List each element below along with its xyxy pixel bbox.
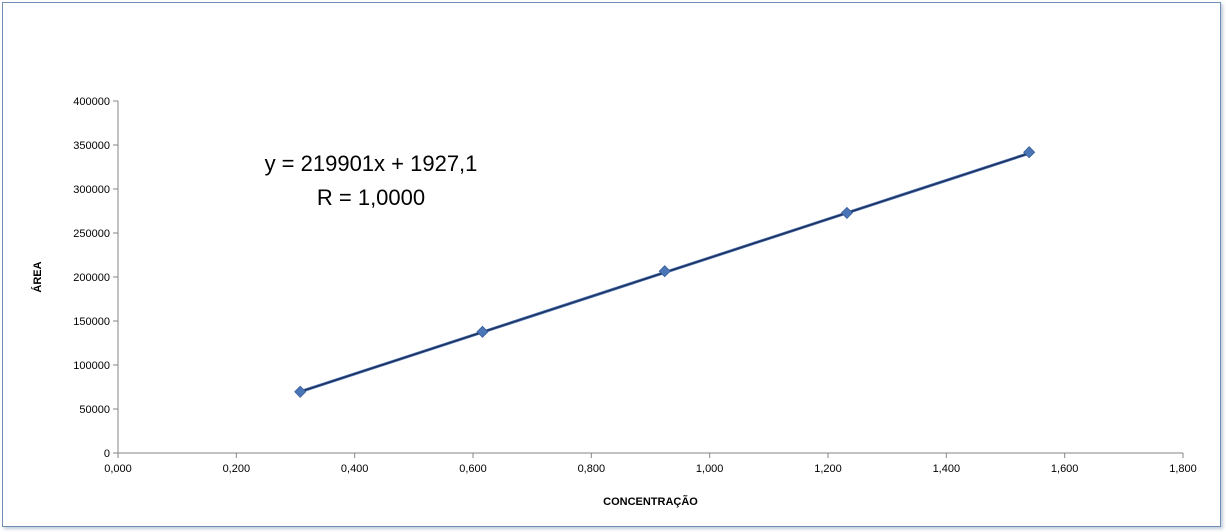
x-tick-label: 0,000 (104, 463, 132, 475)
x-axis-ticks: 0,000 0,200 0,400 0,600 0,800 1,000 1,200 1,400… (104, 453, 1197, 475)
y-tick-label: 200000 (73, 272, 110, 284)
x-tick-label: 1,400 (933, 463, 961, 475)
y-tick-label: 150000 (73, 316, 110, 328)
y-axis-ticks: 0 50000 100000 150000 200000 250000 300000 3500… (73, 96, 118, 460)
x-axis-title: CONCENTRAÇÃO (603, 495, 698, 508)
data-point-marker (295, 386, 306, 397)
trendline-equation: y = 219901x + 1927,1 (265, 151, 478, 176)
y-tick-label: 300000 (73, 184, 110, 196)
data-point-marker (477, 326, 488, 337)
x-tick-label: 1,600 (1051, 463, 1079, 475)
x-tick-label: 0,400 (341, 463, 369, 475)
x-tick-label: 1,800 (1169, 463, 1197, 475)
x-tick-label: 1,000 (696, 463, 724, 475)
y-tick-label: 250000 (73, 228, 110, 240)
chart-plot: 0,000 0,200 0,400 0,600 0,800 1,000 1,200 1,400… (3, 3, 1222, 528)
x-tick-label: 0,200 (223, 463, 251, 475)
y-tick-label: 50000 (79, 404, 110, 416)
x-tick-label: 0,600 (459, 463, 487, 475)
y-tick-label: 350000 (73, 140, 110, 152)
x-tick-label: 1,200 (814, 463, 842, 475)
y-axis-title: ÁREA (31, 261, 44, 292)
data-point-marker (841, 207, 852, 218)
y-tick-label: 400000 (73, 96, 110, 108)
y-tick-label: 0 (104, 448, 110, 460)
r-value-label: R = 1,0000 (317, 185, 425, 210)
x-tick-label: 0,800 (578, 463, 606, 475)
y-tick-label: 100000 (73, 360, 110, 372)
